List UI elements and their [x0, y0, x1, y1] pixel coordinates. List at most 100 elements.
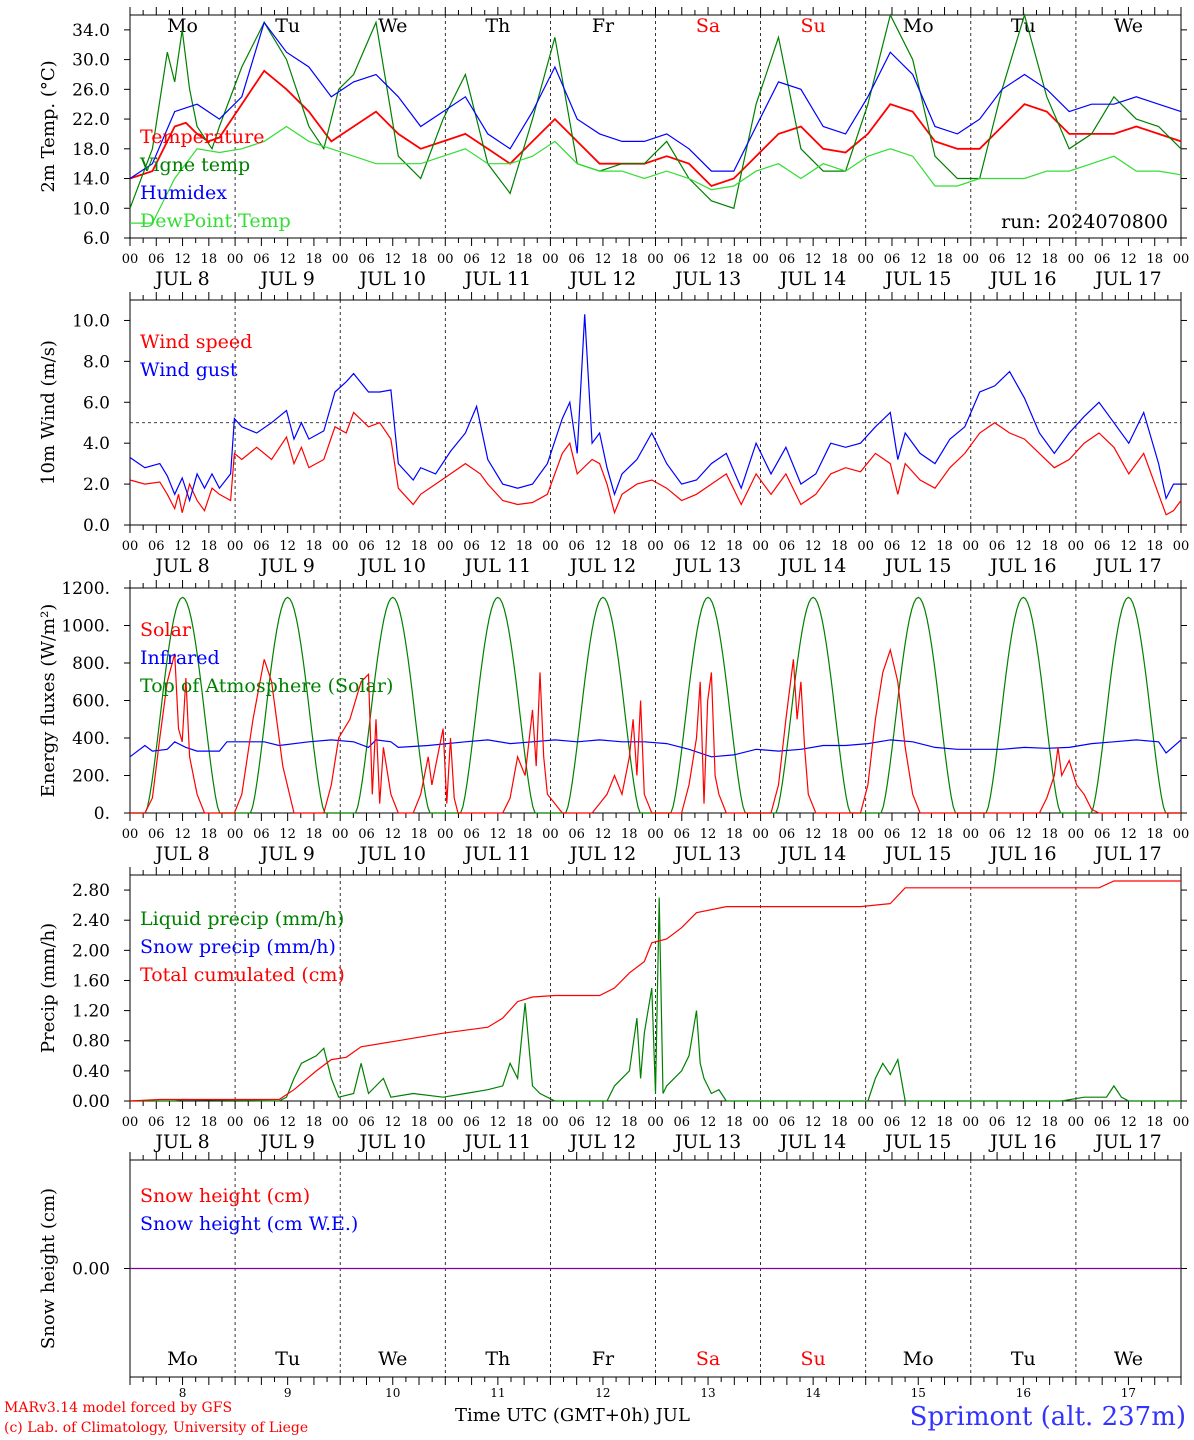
series-humidex	[129, 21, 1182, 180]
hour-label: 00	[1068, 1115, 1085, 1130]
day-number: 16	[1016, 1386, 1031, 1400]
hour-label: 18	[201, 827, 218, 842]
hour-label: 00	[1173, 252, 1190, 267]
hour-label: 12	[805, 1115, 822, 1130]
legend-entry: Solar	[140, 619, 192, 641]
hour-label: 18	[936, 1115, 953, 1130]
hour-label: 06	[779, 827, 796, 842]
hour-label: 06	[884, 252, 901, 267]
hour-label: 12	[174, 539, 191, 554]
hour-label: 06	[674, 539, 691, 554]
date-label: JUL 15	[883, 1131, 951, 1153]
hour-label: 12	[490, 539, 507, 554]
hour-label: 18	[1146, 539, 1163, 554]
hour-label: 12	[174, 827, 191, 842]
y-tick-label: 2.00	[72, 941, 110, 961]
weekday-label: Fr	[592, 15, 615, 37]
day-number: 11	[490, 1386, 505, 1400]
date-label: JUL 11	[463, 843, 531, 865]
y-tick-label: 8.0	[83, 352, 110, 372]
hour-label: 06	[884, 827, 901, 842]
hour-label: 00	[963, 827, 980, 842]
hour-label: 12	[700, 827, 717, 842]
date-label: JUL 13	[673, 268, 741, 290]
hour-label: 12	[1015, 252, 1032, 267]
hour-label: 06	[463, 1115, 480, 1130]
panel-2: 0.0 2.0 4.0 6.0 8.0 10.0 10m Wind (m/s) 00 06 12 1…	[38, 292, 1189, 577]
hour-label: 18	[516, 252, 533, 267]
weekday-label: Su	[801, 1348, 826, 1370]
hour-label: 06	[253, 1115, 270, 1130]
hour-label: 18	[411, 1115, 428, 1130]
y-tick-label: 1000.	[61, 617, 110, 637]
legend-entry: Snow height (cm)	[140, 1185, 310, 1207]
hour-label: 12	[1120, 1115, 1137, 1130]
date-label: JUL 17	[1093, 843, 1161, 865]
hour-label: 06	[568, 827, 585, 842]
weekday-label: Tu	[1011, 1348, 1036, 1370]
weekday-label: Tu	[275, 15, 300, 37]
hour-label: 00	[332, 1115, 349, 1130]
hour-label: 12	[910, 539, 927, 554]
hour-label: 12	[910, 252, 927, 267]
y-tick-label: 6.0	[83, 393, 110, 413]
panel-3: 0. 200. 400. 600. 800. 1000. 1200.Energy fluxe…	[38, 579, 1189, 865]
date-label: JUL 8	[153, 555, 209, 577]
hour-label: 12	[174, 1115, 191, 1130]
hour-label: 00	[542, 539, 559, 554]
date-label: JUL 9	[258, 555, 314, 577]
date-label: JUL 17	[1093, 555, 1161, 577]
hour-label: 06	[568, 252, 585, 267]
hour-label: 00	[227, 252, 244, 267]
hour-label: 12	[700, 1115, 717, 1130]
legend-entry: Snow height (cm W.E.)	[140, 1213, 358, 1235]
hour-label: 00	[647, 827, 664, 842]
hour-label: 00	[1173, 1115, 1190, 1130]
y-tick-label: 26.0	[72, 80, 110, 100]
hour-label: 00	[332, 252, 349, 267]
date-label: JUL 12	[568, 843, 636, 865]
hour-label: 00	[542, 827, 559, 842]
y-tick-label: 18.0	[72, 140, 110, 160]
series-liquid-precip-mm-h	[130, 897, 1181, 1102]
hour-label: 00	[752, 1115, 769, 1130]
hour-label: 00	[752, 827, 769, 842]
hour-label: 12	[384, 1115, 401, 1130]
hour-label: 18	[1146, 1115, 1163, 1130]
hour-label: 12	[384, 827, 401, 842]
hour-label: 00	[437, 1115, 454, 1130]
weekday-label: We	[1114, 15, 1143, 37]
date-label: JUL 14	[778, 843, 846, 865]
date-label: JUL 10	[358, 555, 426, 577]
hour-label: 18	[726, 252, 743, 267]
hour-label: 12	[700, 252, 717, 267]
hour-label: 18	[831, 1115, 848, 1130]
date-label: JUL 9	[258, 843, 314, 865]
date-label: JUL 16	[988, 1131, 1056, 1153]
date-label: JUL 8	[153, 843, 209, 865]
date-label: JUL 17	[1093, 1131, 1161, 1153]
hour-label: 06	[358, 252, 375, 267]
hour-label: 00	[122, 1115, 139, 1130]
date-label: JUL 13	[673, 1131, 741, 1153]
hour-label: 12	[279, 827, 296, 842]
hour-label: 06	[253, 252, 270, 267]
legend-entry: Infrared	[140, 647, 220, 669]
weekday-label: We	[378, 1348, 407, 1370]
hour-label: 18	[621, 827, 638, 842]
date-label: JUL 10	[358, 1131, 426, 1153]
model-credit: MARv3.14 model forced by GFS	[4, 1400, 233, 1416]
hour-label: 18	[1041, 827, 1058, 842]
hour-label: 12	[1015, 539, 1032, 554]
hour-label: 12	[279, 539, 296, 554]
hour-label: 12	[595, 1115, 612, 1130]
hour-label: 18	[621, 1115, 638, 1130]
hour-label: 00	[332, 539, 349, 554]
hour-label: 06	[568, 539, 585, 554]
hour-label: 18	[306, 539, 323, 554]
weekday-label: Mo	[903, 1348, 934, 1370]
hour-label: 00	[1173, 539, 1190, 554]
hour-label: 12	[384, 252, 401, 267]
panel-5: 0.00 Snow height (cm) Mo Tu We Th Fr Sa Su Mo Tu We…	[38, 1152, 1187, 1400]
date-label: JUL 11	[463, 1131, 531, 1153]
